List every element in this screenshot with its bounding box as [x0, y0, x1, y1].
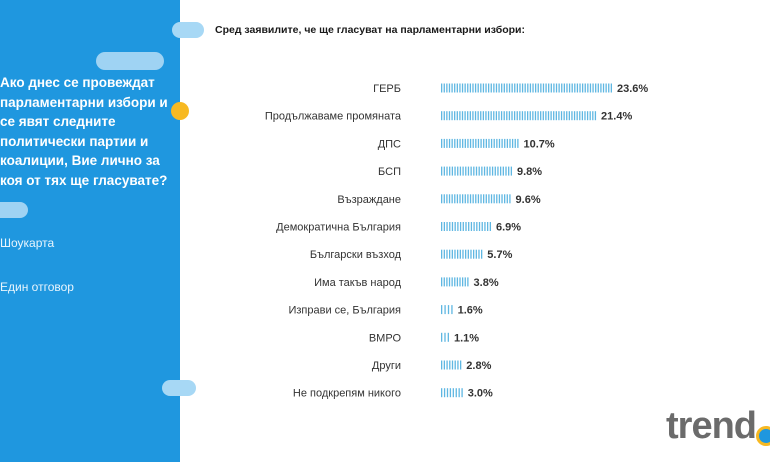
- category-label: Не подкрепям никого: [293, 388, 401, 400]
- bar: [441, 360, 462, 370]
- value-label: 21.4%: [601, 111, 632, 123]
- category-label: Други: [372, 360, 401, 372]
- decorative-pill-header: [172, 22, 204, 38]
- value-label: 1.6%: [458, 305, 483, 317]
- bar: [441, 166, 513, 176]
- category-label: ДПС: [378, 138, 401, 150]
- bar: [441, 249, 483, 259]
- chart-title: Сред заявилите, че ще гласуват на парлам…: [215, 24, 525, 36]
- category-label: Възраждане: [337, 194, 401, 206]
- category-label: БСП: [378, 166, 401, 178]
- bar: [441, 332, 449, 342]
- category-label: Има такъв народ: [314, 277, 401, 289]
- bar: [441, 277, 469, 287]
- value-label: 9.6%: [516, 194, 541, 206]
- accent-dot: [171, 102, 189, 120]
- category-label: Изправи се, България: [288, 305, 401, 317]
- bar: [441, 111, 597, 121]
- value-label: 23.6%: [617, 83, 648, 95]
- category-label: ВМРО: [369, 332, 402, 344]
- bar: [441, 194, 511, 204]
- survey-method: Шоукарта: [0, 236, 55, 250]
- value-label: 3.0%: [468, 388, 493, 400]
- value-label: 9.8%: [517, 166, 542, 178]
- trend-logo: trend: [666, 405, 757, 447]
- bar: [441, 305, 453, 315]
- bar: [441, 138, 519, 148]
- category-label: ГЕРБ: [373, 83, 401, 95]
- value-label: 3.8%: [474, 277, 499, 289]
- value-label: 6.9%: [496, 222, 521, 234]
- value-label: 1.1%: [454, 332, 479, 344]
- bar: [441, 83, 612, 93]
- value-label: 2.8%: [466, 360, 491, 372]
- answer-type: Един отговор: [0, 280, 74, 294]
- decorative-pill-bottom: [162, 380, 196, 396]
- logo-dot-icon: [756, 426, 770, 446]
- category-label: Продължаваме промяната: [265, 111, 402, 123]
- value-label: 5.7%: [487, 249, 512, 261]
- bar: [441, 388, 463, 398]
- category-label: Демократична България: [276, 222, 401, 234]
- decorative-pill-middle: [0, 202, 28, 218]
- left-panel: Ако днес се провеждат парламентарни избо…: [0, 0, 180, 462]
- value-label: 10.7%: [524, 138, 555, 150]
- survey-question: Ако днес се провеждат парламентарни избо…: [0, 75, 168, 188]
- category-label: Български възход: [310, 249, 402, 261]
- bar: [441, 222, 491, 231]
- decorative-pill-top: [96, 52, 164, 70]
